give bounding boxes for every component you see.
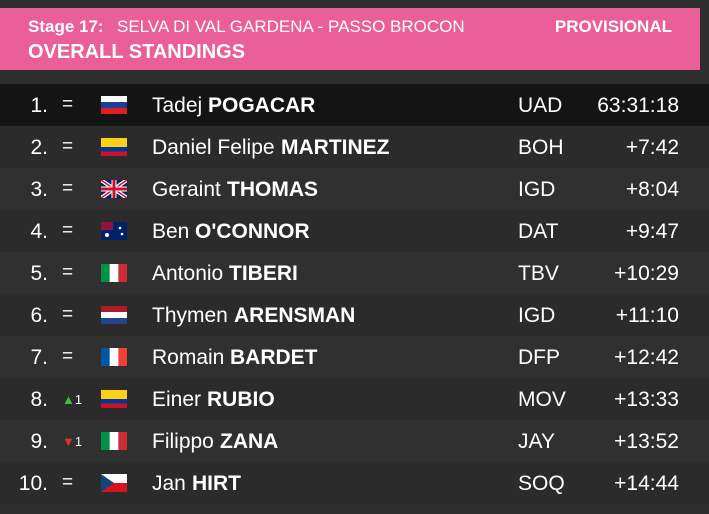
time: +11:10 — [615, 304, 679, 327]
standing-row: 2. = Daniel Felipe MARTINEZ BOH +7:42 — [0, 126, 709, 168]
standing-row: 8. ▲1 Einer RUBIO MOV +13:33 — [0, 378, 709, 420]
rank: 6. — [30, 304, 48, 327]
last-name: BARDET — [230, 346, 318, 369]
rank: 10. — [18, 472, 48, 495]
first-name: Geraint — [152, 178, 221, 201]
team: DAT — [518, 220, 559, 243]
team: BOH — [518, 136, 564, 159]
time: +13:33 — [614, 388, 679, 411]
standing-row: 6. = Thymen ARENSMAN IGD +11:10 — [0, 294, 709, 336]
time: +7:42 — [625, 136, 679, 159]
last-name: THOMAS — [227, 178, 318, 201]
change: = — [62, 346, 74, 367]
change: = — [62, 220, 74, 241]
flag — [101, 432, 127, 450]
first-name: Einer — [152, 388, 202, 411]
first-name: Ben — [152, 220, 190, 243]
team: JAY — [518, 430, 555, 453]
change: = — [62, 304, 74, 325]
last-name: TIBERI — [229, 262, 298, 285]
time: +8:04 — [625, 178, 679, 201]
first-name: Jan — [152, 472, 186, 495]
flag — [101, 96, 127, 114]
flag — [101, 390, 127, 408]
title: OVERALL STANDINGS — [28, 41, 246, 63]
time: +9:47 — [625, 220, 679, 243]
header: Stage 17: SELVA DI VAL GARDENA - PASSO B… — [0, 8, 700, 70]
last-name: O'CONNOR — [195, 220, 310, 243]
last-name: POGACAR — [208, 94, 316, 117]
time: +12:42 — [614, 346, 679, 369]
rank: 5. — [30, 262, 48, 285]
last-name: RUBIO — [207, 388, 275, 411]
status: PROVISIONAL — [554, 17, 672, 36]
last-name: MARTINEZ — [281, 136, 390, 159]
team: IGD — [518, 178, 556, 201]
standing-row: 7. = Romain BARDET DFP +12:42 — [0, 336, 709, 378]
standing-row: 5. = Antonio TIBERI TBV +10:29 — [0, 252, 709, 294]
team: DFP — [518, 346, 560, 369]
standing-row: 9. ▼1 Filippo ZANA JAY +13:52 — [0, 420, 709, 462]
stage: Stage 17: — [28, 17, 104, 36]
rank: 7. — [30, 346, 48, 369]
flag — [101, 180, 127, 198]
flag — [101, 306, 127, 324]
rank: 3. — [30, 178, 48, 201]
standing-row: 3. = Geraint THOMAS IGD +8:04 — [0, 168, 709, 210]
change: ▲1 — [62, 392, 83, 407]
flag — [101, 348, 127, 366]
first-name: Antonio — [152, 262, 224, 285]
flag — [101, 222, 127, 240]
time: 63:31:18 — [597, 94, 679, 117]
route: SELVA DI VAL GARDENA - PASSO BROCON — [117, 17, 465, 36]
change: ▼1 — [62, 434, 83, 449]
team: TBV — [518, 262, 559, 285]
rank: 2. — [30, 136, 48, 159]
change: = — [62, 262, 74, 283]
time: +14:44 — [614, 472, 679, 495]
change: = — [62, 178, 74, 199]
change: = — [62, 472, 74, 493]
first-name: Thymen — [152, 304, 228, 327]
team: IGD — [518, 304, 556, 327]
rank: 4. — [30, 220, 48, 243]
team: SOQ — [518, 472, 565, 495]
flag — [101, 474, 127, 492]
last-name: ZANA — [220, 430, 279, 453]
rank: 9. — [30, 430, 48, 453]
flag — [101, 264, 127, 282]
rank: 1. — [30, 94, 48, 117]
first-name: Daniel Felipe — [152, 136, 275, 159]
team: MOV — [518, 388, 566, 411]
time: +13:52 — [614, 430, 679, 453]
time: +10:29 — [614, 262, 679, 285]
change: = — [62, 136, 74, 157]
standing-row: 10. = Jan HIRT SOQ +14:44 — [0, 462, 709, 504]
first-name: Romain — [152, 346, 225, 369]
first-name: Filippo — [152, 430, 214, 453]
rank: 8. — [30, 388, 48, 411]
standing-row: 4. = Ben O'CONNOR DAT +9:47 — [0, 210, 709, 252]
change: = — [62, 94, 74, 115]
standing-row: 1. = Tadej POGACAR UAD 63:31:18 — [0, 84, 709, 126]
team: UAD — [518, 94, 563, 117]
flag — [101, 138, 127, 156]
first-name: Tadej — [152, 94, 203, 117]
last-name: HIRT — [192, 472, 241, 495]
last-name: ARENSMAN — [234, 304, 356, 327]
